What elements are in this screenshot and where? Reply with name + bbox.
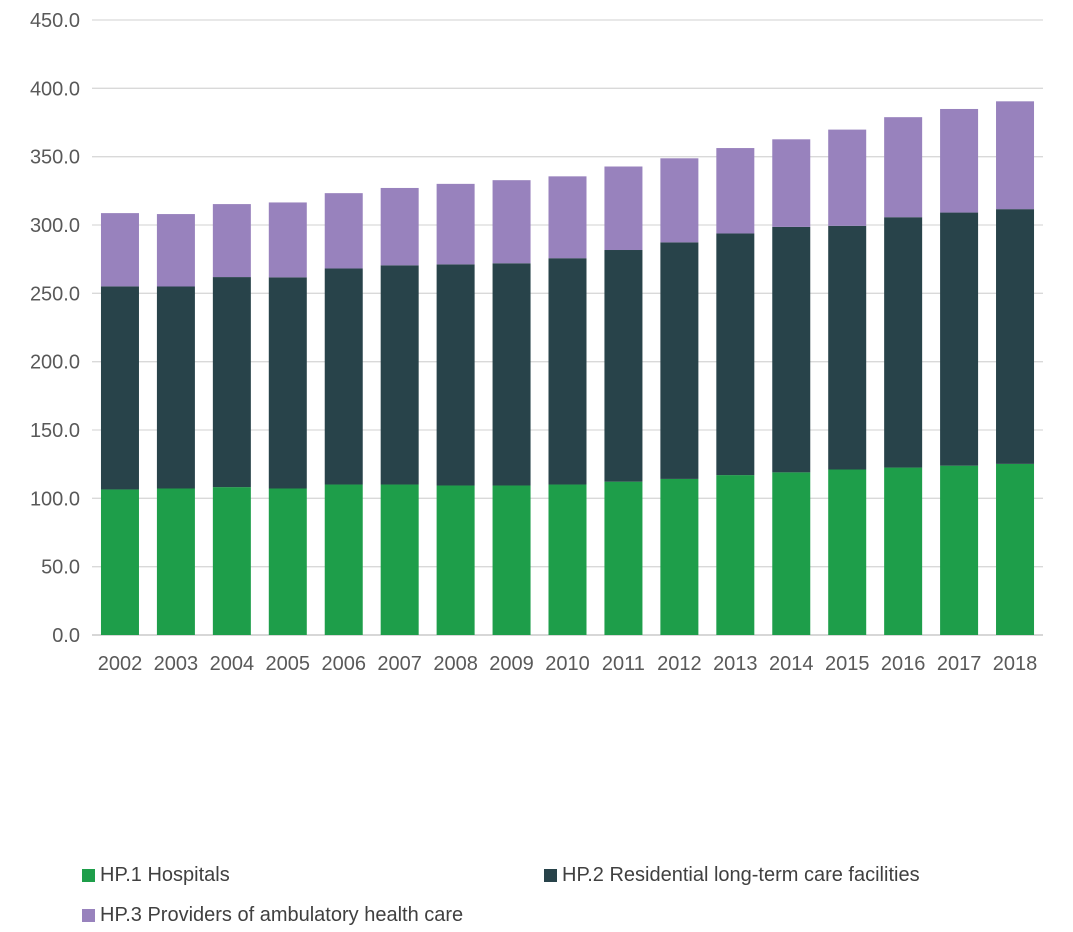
bars: [100, 101, 1035, 635]
bar-segment-series-2: [940, 108, 979, 213]
bar-segment-series-0: [548, 484, 587, 635]
x-tick-label: 2014: [769, 653, 814, 675]
x-tick-label: 2002: [98, 653, 143, 675]
bar-segment-series-0: [828, 469, 867, 635]
bar-segment-series-1: [772, 226, 811, 473]
x-tick-label: 2008: [433, 653, 478, 675]
x-tick-label: 2015: [825, 653, 870, 675]
x-tick-label: 2006: [321, 653, 366, 675]
y-tick-label: 450.0: [30, 10, 80, 32]
bar-segment-series-2: [548, 176, 587, 259]
legend-item-ambulatory: HP.3 Providers of ambulatory health care: [82, 904, 463, 927]
bar-segment-series-0: [716, 475, 755, 635]
x-tick-label: 2005: [266, 653, 311, 675]
x-tick-label: 2016: [881, 653, 926, 675]
y-tick-label: 200.0: [30, 352, 80, 374]
bar-segment-series-0: [100, 489, 139, 635]
bar-segment-series-1: [156, 286, 195, 489]
bar-segment-series-2: [380, 187, 419, 266]
bar-segment-series-0: [940, 465, 979, 635]
bar-segment-series-0: [884, 467, 923, 635]
bar-segment-series-0: [492, 485, 531, 635]
legend-swatch-hospitals: [82, 869, 95, 882]
y-tick-label: 150.0: [30, 420, 80, 442]
bar-segment-series-1: [660, 242, 699, 479]
bar-segment-series-2: [604, 166, 643, 251]
bar-segment-series-1: [884, 217, 923, 468]
bar-segment-series-1: [324, 268, 363, 485]
x-tick-label: 2013: [713, 653, 758, 675]
bar-segment-series-2: [268, 202, 307, 278]
legend-swatch-ambulatory: [82, 909, 95, 922]
x-tick-label: 2011: [602, 653, 645, 675]
legend-label-hospitals: HP.1 Hospitals: [100, 864, 230, 886]
y-axis-tick-labels: 0.0 50.0 100.0 150.0 200.0 250.0 300.0 350.0 400…: [30, 10, 80, 647]
bar-segment-series-0: [324, 484, 363, 635]
x-tick-label: 2010: [545, 653, 590, 675]
bar-segment-series-1: [828, 225, 867, 470]
bar-segment-series-0: [996, 463, 1035, 635]
bar-segment-series-2: [212, 204, 251, 278]
x-axis-tick-labels: 2002 2003 2004 2005 2006 2007 2008 2009 2010 2011…: [98, 653, 1038, 675]
bar-segment-series-0: [772, 472, 811, 635]
y-tick-label: 50.0: [41, 557, 80, 579]
bar-segment-series-0: [604, 481, 643, 635]
bar-segment-series-2: [884, 117, 923, 218]
bar-segment-series-1: [492, 263, 531, 486]
y-tick-label: 0.0: [52, 625, 80, 647]
bar-segment-series-1: [212, 277, 251, 488]
x-tick-label: 2009: [489, 653, 534, 675]
legend-label-residential: HP.2 Residential long-term care faciliti…: [562, 864, 920, 886]
bar-segment-series-2: [660, 158, 699, 243]
bar-segment-series-2: [324, 193, 363, 269]
bar-segment-series-1: [716, 233, 755, 476]
bar-segment-series-2: [996, 101, 1035, 210]
bar-segment-series-2: [492, 180, 531, 264]
legend-item-residential: HP.2 Residential long-term care faciliti…: [544, 864, 920, 887]
bar-segment-series-0: [212, 487, 251, 635]
bar-segment-series-2: [436, 183, 475, 265]
bar-segment-series-1: [996, 209, 1035, 464]
y-tick-label: 400.0: [30, 78, 80, 100]
x-tick-label: 2004: [210, 653, 255, 675]
bar-segment-series-2: [100, 213, 139, 287]
bar-segment-series-1: [436, 264, 475, 486]
bar-segment-series-1: [940, 212, 979, 466]
bar-segment-series-1: [380, 265, 419, 485]
y-tick-label: 100.0: [30, 488, 80, 510]
bar-segment-series-1: [268, 277, 307, 489]
bar-segment-series-2: [772, 139, 811, 227]
legend-label-ambulatory: HP.3 Providers of ambulatory health care: [100, 904, 464, 926]
bar-segment-series-0: [660, 478, 699, 635]
x-tick-label: 2012: [657, 653, 702, 675]
bar-segment-series-1: [100, 286, 139, 490]
legend-swatch-residential: [544, 869, 557, 882]
bar-segment-series-2: [156, 214, 195, 287]
bar-segment-series-0: [380, 484, 419, 635]
x-tick-label: 2018: [993, 653, 1038, 675]
bar-segment-series-0: [268, 488, 307, 635]
y-tick-label: 350.0: [30, 147, 80, 169]
x-tick-label: 2007: [377, 653, 422, 675]
bar-segment-series-0: [156, 488, 195, 635]
bar-segment-series-1: [548, 258, 587, 485]
bar-segment-series-2: [716, 148, 755, 234]
bar-segment-series-0: [436, 485, 475, 635]
y-tick-label: 250.0: [30, 283, 80, 305]
legend-item-hospitals: HP.1 Hospitals: [82, 864, 230, 887]
x-tick-label: 2017: [937, 653, 982, 675]
bar-segment-series-2: [828, 129, 867, 226]
bar-segment-series-1: [604, 250, 643, 482]
x-tick-label: 2003: [154, 653, 199, 675]
y-tick-label: 300.0: [30, 215, 80, 237]
